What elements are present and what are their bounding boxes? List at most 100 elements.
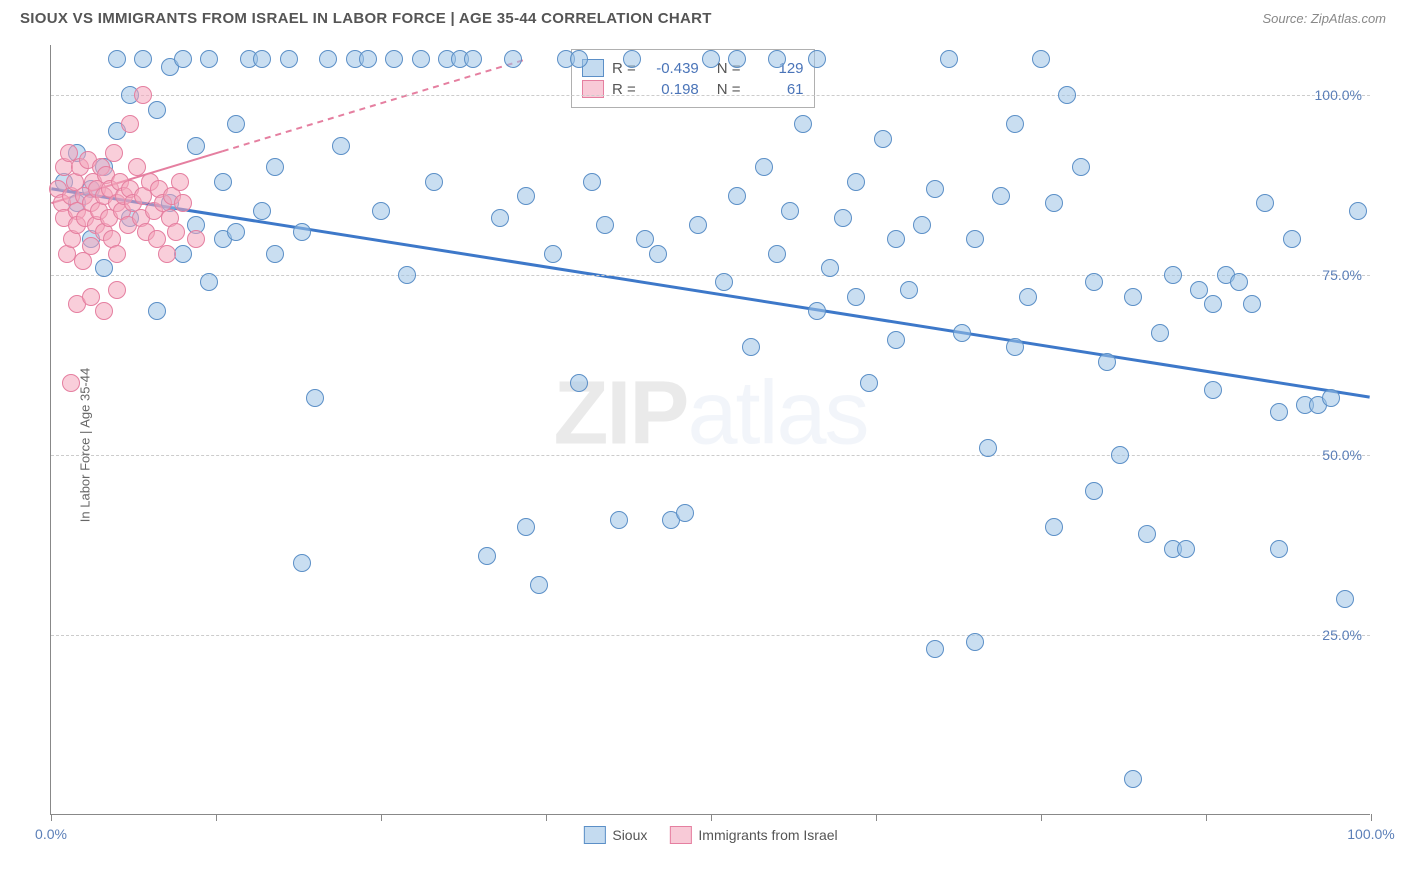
scatter-point	[1164, 266, 1182, 284]
scatter-point	[1111, 446, 1129, 464]
scatter-point	[167, 223, 185, 241]
scatter-point	[134, 50, 152, 68]
scatter-point	[174, 194, 192, 212]
scatter-point	[372, 202, 390, 220]
scatter-point	[200, 50, 218, 68]
legend-label: Immigrants from Israel	[698, 827, 837, 843]
scatter-point	[1204, 295, 1222, 313]
scatter-point	[253, 202, 271, 220]
scatter-point	[1072, 158, 1090, 176]
scatter-point	[1349, 202, 1367, 220]
scatter-point	[174, 50, 192, 68]
scatter-point	[280, 50, 298, 68]
scatter-point	[266, 245, 284, 263]
scatter-point	[293, 554, 311, 572]
scatter-point	[676, 504, 694, 522]
watermark-atlas: atlas	[687, 364, 867, 464]
scatter-point	[821, 259, 839, 277]
scatter-point	[95, 302, 113, 320]
scatter-point	[1256, 194, 1274, 212]
scatter-point	[728, 50, 746, 68]
scatter-point	[82, 288, 100, 306]
scatter-point	[742, 338, 760, 356]
scatter-point	[425, 173, 443, 191]
scatter-point	[108, 50, 126, 68]
scatter-point	[966, 230, 984, 248]
legend-item: Immigrants from Israel	[669, 826, 837, 844]
scatter-point	[1085, 273, 1103, 291]
scatter-point	[1190, 281, 1208, 299]
scatter-point	[1243, 295, 1261, 313]
scatter-point	[530, 576, 548, 594]
scatter-point	[570, 374, 588, 392]
scatter-point	[860, 374, 878, 392]
scatter-point	[847, 288, 865, 306]
scatter-point	[359, 50, 377, 68]
trend-lines	[51, 45, 1370, 814]
scatter-point	[478, 547, 496, 565]
scatter-point	[1270, 403, 1288, 421]
scatter-point	[1151, 324, 1169, 342]
scatter-point	[636, 230, 654, 248]
y-tick-label: 25.0%	[1322, 627, 1362, 643]
scatter-point	[187, 137, 205, 155]
chart-legend: Sioux Immigrants from Israel	[583, 826, 837, 844]
legend-swatch	[583, 826, 605, 844]
scatter-point	[1124, 288, 1142, 306]
scatter-point	[1019, 288, 1037, 306]
scatter-point	[953, 324, 971, 342]
scatter-point	[62, 374, 80, 392]
scatter-point	[1085, 482, 1103, 500]
scatter-point	[82, 237, 100, 255]
scatter-point	[504, 50, 522, 68]
scatter-point	[1322, 389, 1340, 407]
legend-item: Sioux	[583, 826, 647, 844]
scatter-point	[926, 180, 944, 198]
scatter-point	[1230, 273, 1248, 291]
scatter-point	[108, 245, 126, 263]
scatter-point	[148, 101, 166, 119]
scatter-point	[105, 144, 123, 162]
scatter-point	[491, 209, 509, 227]
legend-label: Sioux	[612, 827, 647, 843]
scatter-point	[306, 389, 324, 407]
scatter-point	[1032, 50, 1050, 68]
scatter-point	[702, 50, 720, 68]
scatter-point	[1098, 353, 1116, 371]
scatter-point	[781, 202, 799, 220]
scatter-point	[715, 273, 733, 291]
scatter-point	[398, 266, 416, 284]
scatter-point	[108, 281, 126, 299]
scatter-point	[847, 173, 865, 191]
scatter-point	[768, 50, 786, 68]
scatter-point	[1045, 194, 1063, 212]
scatter-point	[332, 137, 350, 155]
scatter-point	[128, 158, 146, 176]
scatter-point	[596, 216, 614, 234]
x-tick	[51, 814, 52, 821]
chart-source: Source: ZipAtlas.com	[1262, 11, 1386, 26]
scatter-point	[464, 50, 482, 68]
gridline	[51, 95, 1370, 96]
scatter-point	[874, 130, 892, 148]
scatter-point	[808, 302, 826, 320]
scatter-point	[649, 245, 667, 263]
scatter-point	[385, 50, 403, 68]
scatter-point	[583, 173, 601, 191]
scatter-point	[979, 439, 997, 457]
x-tick	[1371, 814, 1372, 821]
x-tick-label: 0.0%	[35, 826, 67, 842]
scatter-point	[887, 230, 905, 248]
x-tick	[381, 814, 382, 821]
scatter-point	[412, 50, 430, 68]
scatter-point	[253, 50, 271, 68]
scatter-point	[544, 245, 562, 263]
chart-area: In Labor Force | Age 35-44 ZIPatlas R =-…	[0, 35, 1406, 855]
watermark: ZIPatlas	[553, 363, 867, 466]
scatter-point	[926, 640, 944, 658]
scatter-point	[940, 50, 958, 68]
scatter-point	[1177, 540, 1195, 558]
plot-region: ZIPatlas R =-0.439N =129R =0.198N =61 Si…	[50, 45, 1370, 815]
x-tick	[546, 814, 547, 821]
scatter-point	[1138, 525, 1156, 543]
